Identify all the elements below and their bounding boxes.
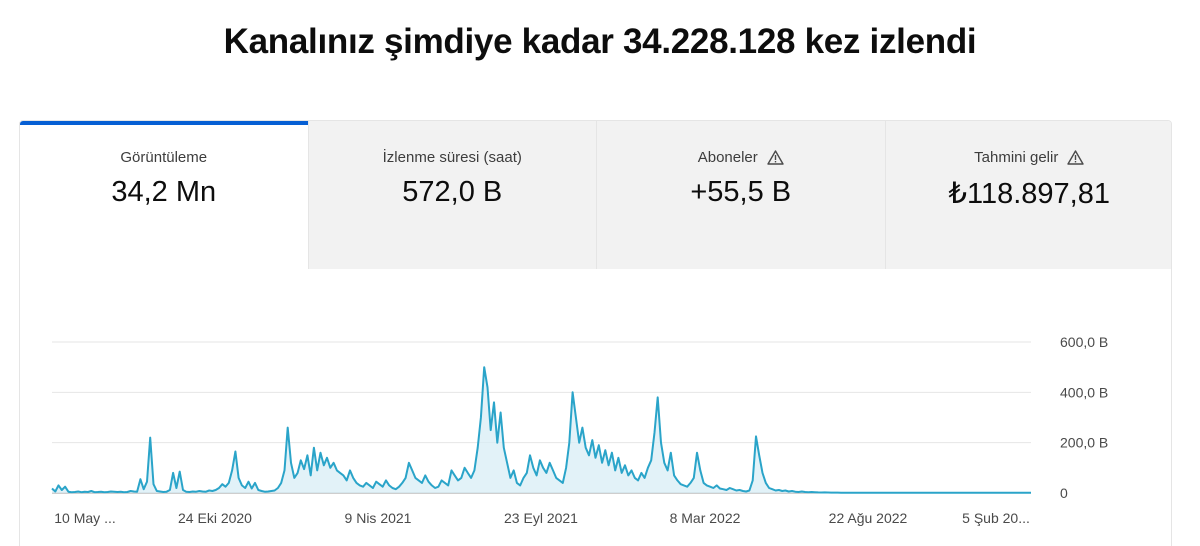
x-tick-label: 24 Eki 2020 <box>178 510 252 526</box>
x-tick-label: 8 Mar 2022 <box>670 510 741 526</box>
y-tick-label: 600,0 B <box>1060 334 1108 350</box>
tab-revenue-label-row: Tahmini gelir <box>886 149 1172 166</box>
tab-subscribers[interactable]: Aboneler +55,5 B <box>596 121 885 269</box>
page-title: Kanalınız şimdiye kadar 34.228.128 kez i… <box>223 22 977 61</box>
x-tick-label: 9 Nis 2021 <box>345 510 412 526</box>
tab-estimated-revenue[interactable]: Tahmini gelir ₺118.897,81 <box>884 121 1172 269</box>
y-tick-label: 200,0 B <box>1060 435 1108 451</box>
tab-subscribers-label-row: Aboneler <box>597 149 885 166</box>
x-tick-label: 10 May ... <box>54 510 115 526</box>
analytics-card: Görüntüleme 34,2 Mn İzlenme süresi (saat… <box>19 120 1172 546</box>
y-axis: 600,0 B 400,0 B 200,0 B 0 <box>1060 334 1108 501</box>
x-tick-label: 5 Şub 20... <box>962 510 1030 526</box>
x-tick-label: 23 Eyl 2021 <box>504 510 578 526</box>
tab-value: +55,5 B <box>690 176 792 208</box>
tab-views[interactable]: Görüntüleme 34,2 Mn <box>20 121 308 269</box>
x-tick-label: 22 Ağu 2022 <box>829 510 908 526</box>
series-line <box>51 366 1031 494</box>
tab-views-label-row: Görüntüleme <box>20 149 308 166</box>
warning-icon[interactable] <box>767 150 784 165</box>
tab-label: Tahmini gelir <box>974 149 1059 166</box>
metric-tabs: Görüntüleme 34,2 Mn İzlenme süresi (saat… <box>20 121 1172 269</box>
tab-label: Görüntüleme <box>120 149 208 166</box>
tab-watch-time-label-row: İzlenme süresi (saat) <box>309 149 597 166</box>
warning-icon[interactable] <box>1067 150 1085 165</box>
x-axis: 10 May ... 24 Eki 2020 9 Nis 2021 23 Eyl 20… <box>54 510 1030 526</box>
tab-value: 34,2 Mn <box>111 176 217 208</box>
tab-value: ₺118.897,81 <box>948 178 1110 210</box>
series-area <box>52 367 1031 493</box>
tab-label: Aboneler <box>697 149 758 166</box>
tab-label: İzlenme süresi (saat) <box>382 149 522 166</box>
tab-value: 572,0 B <box>402 176 503 208</box>
y-tick-label: 0 <box>1060 485 1068 501</box>
y-tick-label: 400,0 B <box>1060 384 1108 400</box>
tab-watch-time[interactable]: İzlenme süresi (saat) 572,0 B <box>307 121 597 269</box>
